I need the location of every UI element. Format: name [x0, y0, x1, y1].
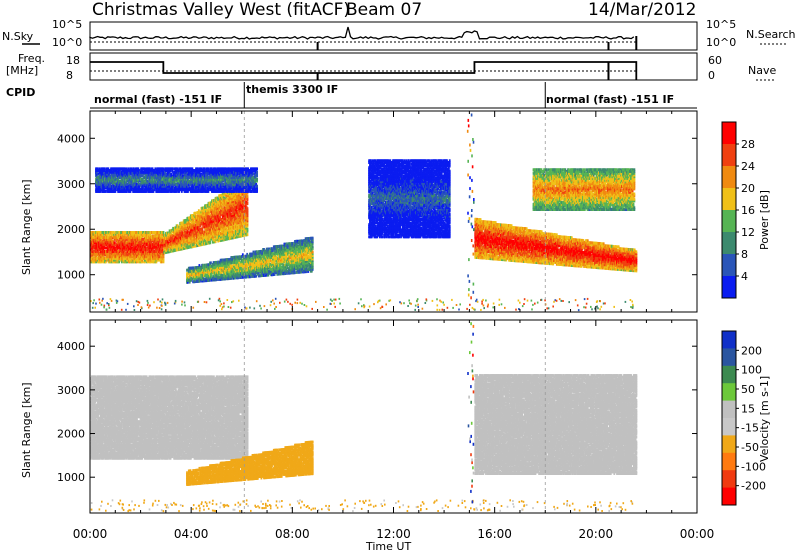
power-panel-cell: [163, 231, 165, 234]
freq-panel-frame: [90, 53, 697, 80]
power-panel-cell: [125, 236, 127, 239]
power-panel-cell: [114, 241, 116, 244]
power-panel-cell: [133, 231, 135, 234]
power-panel-cell: [104, 247, 106, 250]
nsky-trace: [90, 27, 634, 39]
power-panel-cell: [118, 260, 120, 263]
rti-svg: 1000200030004000100020003000400000:0004:…: [0, 0, 800, 554]
rti-plot: 1000200030004000100020003000400000:0004:…: [0, 0, 800, 554]
